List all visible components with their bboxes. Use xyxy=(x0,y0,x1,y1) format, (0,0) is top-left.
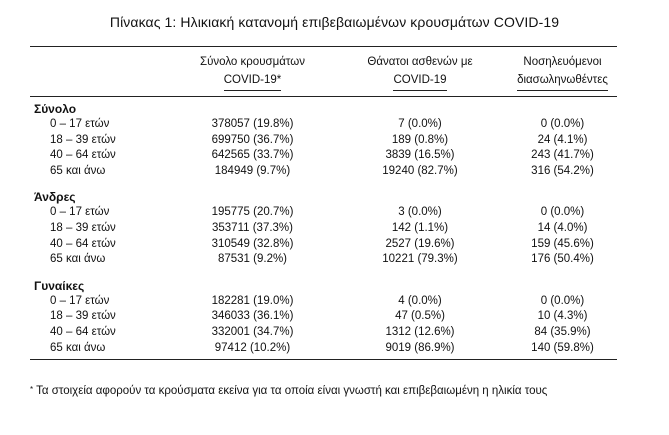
age-distribution-table: Σύνολο κρουσμάτων COVID-19* Θάνατοι ασθε… xyxy=(30,46,617,361)
table-row: 65 και άνω 184949 (9.7%) 19240 (82.7%) 316 … xyxy=(30,164,617,180)
intubated-cell: 0 (0.0%) xyxy=(540,206,585,219)
deaths-cell: 7 (0.0%) xyxy=(398,118,442,130)
age-cell: 65 και άνω xyxy=(50,341,106,354)
intubated-cell: 243 (41.7%) xyxy=(531,149,594,162)
age-cell: 65 και άνω xyxy=(50,164,106,177)
table-row: 0 – 17 ετών 182281 (19.0%) 4 (0.0%) 0 (0.0%… xyxy=(30,294,617,310)
footnote-mark: * xyxy=(30,385,34,394)
cases-cell: 699750 (36.7%) xyxy=(211,133,294,146)
age-cell: 18 – 39 ετών xyxy=(50,133,116,146)
section-gap xyxy=(30,179,617,185)
cases-cell: 195775 (20.7%) xyxy=(211,206,294,219)
deaths-cell: 47 (0.5%) xyxy=(395,310,445,323)
age-cell: 0 – 17 ετών xyxy=(50,118,110,130)
intubated-cell: 0 (0.0%) xyxy=(540,294,585,307)
section-gap xyxy=(30,268,617,274)
cases-cell: 353711 (37.3%) xyxy=(212,221,293,234)
intubated-cell: 159 (45.6%) xyxy=(531,237,594,250)
intubated-cell: 14 (4.0%) xyxy=(537,221,588,234)
deaths-cell: 1312 (12.6%) xyxy=(385,325,455,338)
bottom-rule xyxy=(30,359,617,361)
cases-cell: 378057 (19.8%) xyxy=(211,118,294,130)
age-cell: 18 – 39 ετών xyxy=(50,221,116,234)
table-row: 18 – 39 ετών 699750 (36.7%) 189 (0.8%) 24 (… xyxy=(30,133,617,149)
age-cell: 40 – 64 ετών xyxy=(50,325,116,338)
cases-cell: 182281 (19.0%) xyxy=(211,294,294,307)
deaths-cell: 142 (1.1%) xyxy=(391,221,449,234)
cases-cell: 642565 (33.7%) xyxy=(211,149,294,162)
age-cell: 40 – 64 ετών xyxy=(50,149,116,162)
section-title: Άνδρες xyxy=(34,190,76,205)
header-total-cases-line2: COVID-19* xyxy=(223,71,282,91)
section-title: Γυναίκες xyxy=(34,278,85,293)
age-cell: 0 – 17 ετών xyxy=(50,294,110,307)
header-deaths-line2: COVID-19 xyxy=(393,71,447,91)
cases-cell: 346033 (36.1%) xyxy=(211,310,294,323)
cases-cell: 310549 (32.8%) xyxy=(211,237,294,250)
intubated-cell: 24 (4.1%) xyxy=(537,133,588,146)
age-cell: 40 – 64 ετών xyxy=(50,237,116,250)
table-header: Σύνολο κρουσμάτων COVID-19* Θάνατοι ασθε… xyxy=(30,47,617,96)
table-row: 40 – 64 ετών 642565 (33.7%) 3839 (16.5%) 24… xyxy=(30,148,617,164)
section-title: Σύνολο xyxy=(34,102,77,116)
table-body: Σύνολο 0 – 17 ετών 378057 (19.8%) 7 (0.0%) 0… xyxy=(30,101,617,356)
cases-cell: 97412 (10.2%) xyxy=(214,341,291,354)
deaths-cell: 10221 (79.3%) xyxy=(382,253,458,266)
deaths-cell: 19240 (82.7%) xyxy=(382,164,458,177)
deaths-cell: 2527 (19.6%) xyxy=(385,237,455,250)
intubated-cell: 84 (35.9%) xyxy=(534,325,591,338)
table-row: 40 – 64 ετών 310549 (32.8%) 2527 (19.6%) 15… xyxy=(30,237,617,253)
age-cell: 0 – 17 ετών xyxy=(50,206,110,219)
table-row: 40 – 64 ετών 332001 (34.7%) 1312 (12.6%) 84… xyxy=(30,325,617,341)
deaths-cell: 3839 (16.5%) xyxy=(385,149,455,162)
header-intubated-line1: Νοσηλευόμενοι xyxy=(523,56,602,68)
table-row: 0 – 17 ετών 195775 (20.7%) 3 (0.0%) 0 (0.0%… xyxy=(30,205,617,221)
age-cell: 65 και άνω xyxy=(50,253,106,266)
table-row: 18 – 39 ετών 353711 (37.3%) 142 (1.1%) 14 (… xyxy=(30,221,617,237)
intubated-cell: 0 (0.0%) xyxy=(540,118,585,130)
table-title: Πίνακας 1: Ηλικιακή κατανομή επιβεβαιωμέ… xyxy=(109,14,560,30)
cases-cell: 184949 (9.7%) xyxy=(214,164,291,177)
table-row: 0 – 17 ετών 378057 (19.8%) 7 (0.0%) 0 (0.0%… xyxy=(30,117,617,133)
intubated-cell: 10 (4.3%) xyxy=(537,310,588,323)
table-row: 65 και άνω 87531 (9.2%) 10221 (79.3%) 176 (… xyxy=(30,252,617,268)
intubated-cell: 176 (50.4%) xyxy=(531,253,594,266)
top-rule xyxy=(30,46,617,47)
intubated-cell: 140 (59.8%) xyxy=(531,341,594,354)
deaths-cell: 3 (0.0%) xyxy=(398,206,442,219)
cases-cell: 87531 (9.2%) xyxy=(217,253,288,266)
header-rule xyxy=(30,96,617,97)
table-row: 65 και άνω 97412 (10.2%) 9019 (86.9%) 140 (… xyxy=(30,341,617,357)
deaths-cell: 189 (0.8%) xyxy=(391,133,449,146)
header-deaths: Θάνατοι ασθενών με COVID-19 xyxy=(335,53,505,91)
footnote: * Τα στοιχεία αφορούν τα κρούσματα εκείν… xyxy=(30,385,547,397)
cases-cell: 332001 (34.7%) xyxy=(211,325,294,338)
age-cell: 18 – 39 ετών xyxy=(50,310,116,323)
header-deaths-line1: Θάνατοι ασθενών με xyxy=(367,56,473,68)
header-intubated-line2: διασωληνωθέντες xyxy=(517,71,608,91)
table-row: 18 – 39 ετών 346033 (36.1%) 47 (0.5%) 10 (4… xyxy=(30,309,617,325)
deaths-cell: 4 (0.0%) xyxy=(398,294,442,307)
header-total-cases-line1: Σύνολο κρουσμάτων xyxy=(200,56,305,68)
deaths-cell: 9019 (86.9%) xyxy=(385,341,455,354)
header-intubated: Νοσηλευόμενοι διασωληνωθέντες xyxy=(480,53,645,91)
footnote-text: Τα στοιχεία αφορούν τα κρούσματα εκείνα … xyxy=(36,385,548,397)
intubated-cell: 316 (54.2%) xyxy=(531,164,594,177)
header-total-cases: Σύνολο κρουσμάτων COVID-19* xyxy=(160,53,345,91)
